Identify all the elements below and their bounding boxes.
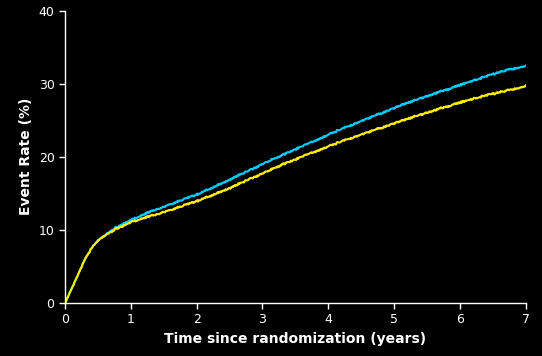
Y-axis label: Event Rate (%): Event Rate (%) <box>19 98 33 215</box>
X-axis label: Time since randomization (years): Time since randomization (years) <box>164 331 427 346</box>
